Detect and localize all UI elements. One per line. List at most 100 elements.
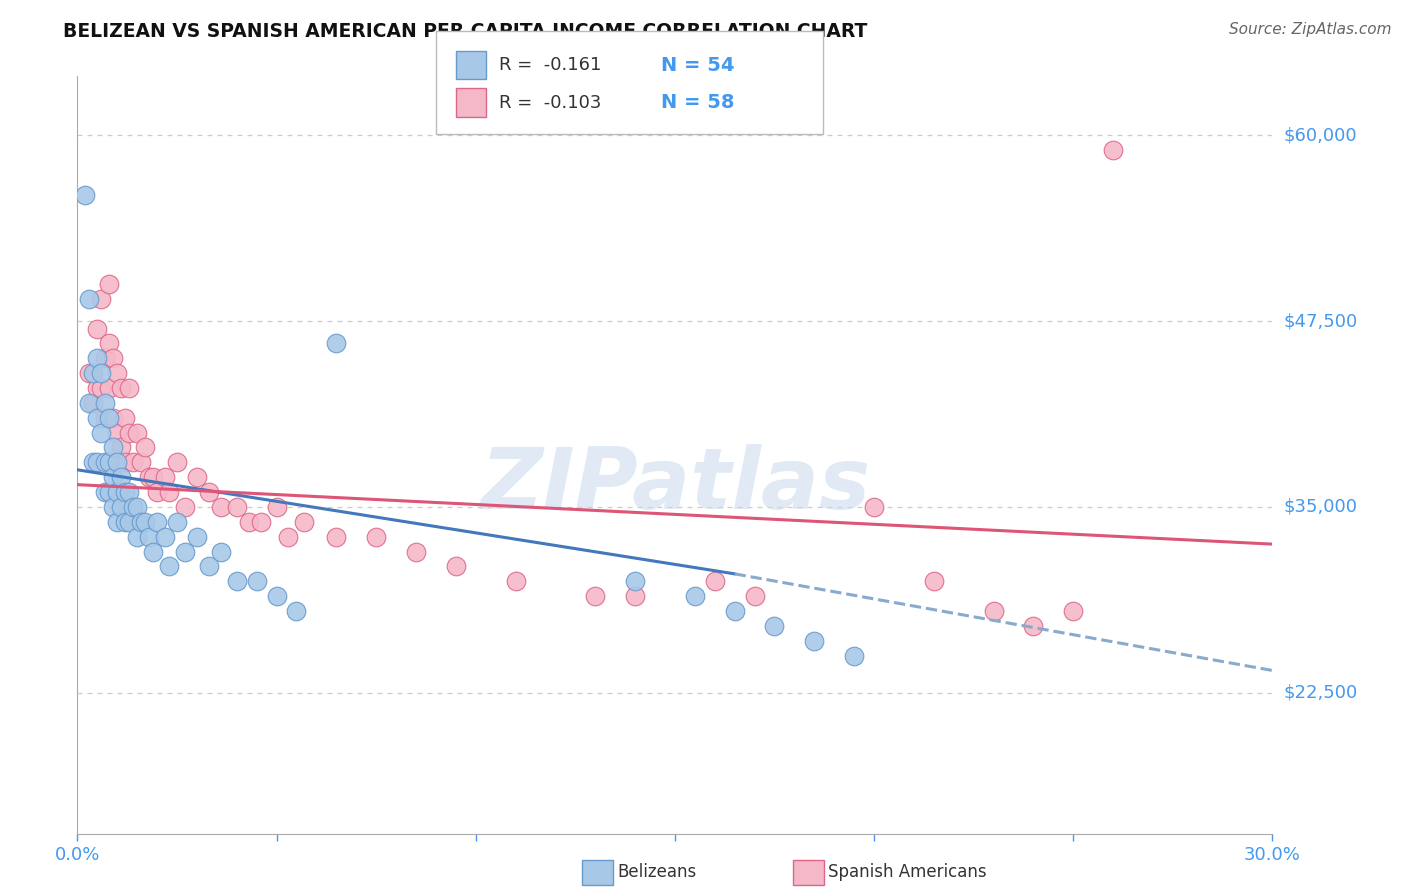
Point bbox=[209, 500, 232, 514]
Point bbox=[142, 470, 165, 484]
Point bbox=[266, 500, 288, 514]
Point bbox=[166, 515, 188, 529]
Point bbox=[277, 530, 299, 544]
Text: $22,500: $22,500 bbox=[1284, 684, 1358, 702]
Point bbox=[683, 589, 706, 603]
Point bbox=[325, 530, 347, 544]
Text: R =  -0.103: R = -0.103 bbox=[499, 94, 602, 112]
Point bbox=[134, 515, 156, 529]
Point bbox=[186, 470, 208, 484]
Point bbox=[146, 515, 169, 529]
Point bbox=[127, 425, 149, 440]
Point bbox=[98, 277, 121, 291]
Point bbox=[225, 500, 247, 514]
Point bbox=[75, 187, 97, 202]
Point bbox=[110, 381, 132, 395]
Point bbox=[138, 530, 160, 544]
Point bbox=[225, 574, 247, 589]
Point bbox=[114, 455, 136, 469]
Point bbox=[82, 455, 104, 469]
Point bbox=[86, 455, 108, 469]
Point bbox=[209, 544, 232, 558]
Point bbox=[1062, 604, 1084, 618]
Point bbox=[105, 485, 128, 500]
Point bbox=[103, 351, 124, 366]
Text: Source: ZipAtlas.com: Source: ZipAtlas.com bbox=[1229, 22, 1392, 37]
Point bbox=[86, 351, 108, 366]
Point bbox=[98, 485, 121, 500]
Point bbox=[138, 470, 160, 484]
Point bbox=[142, 544, 165, 558]
Point bbox=[94, 455, 117, 469]
Point bbox=[174, 500, 197, 514]
Text: $60,000: $60,000 bbox=[1284, 127, 1357, 145]
Point bbox=[366, 530, 388, 544]
Point bbox=[90, 381, 112, 395]
Point bbox=[583, 589, 606, 603]
Point bbox=[127, 530, 149, 544]
Text: Spanish Americans: Spanish Americans bbox=[828, 863, 987, 881]
Point bbox=[129, 455, 152, 469]
Point bbox=[98, 336, 121, 351]
Point bbox=[118, 515, 141, 529]
Point bbox=[844, 648, 866, 663]
Point bbox=[103, 441, 124, 455]
Point bbox=[724, 604, 747, 618]
Point bbox=[86, 381, 108, 395]
Point bbox=[79, 396, 101, 410]
Point bbox=[325, 336, 347, 351]
Point bbox=[157, 559, 180, 574]
Text: N = 54: N = 54 bbox=[661, 55, 734, 75]
Point bbox=[983, 604, 1005, 618]
Point bbox=[444, 559, 467, 574]
Point bbox=[118, 425, 141, 440]
Point bbox=[744, 589, 766, 603]
Point bbox=[98, 410, 121, 425]
Point bbox=[803, 633, 825, 648]
Point bbox=[146, 485, 169, 500]
Point bbox=[86, 410, 108, 425]
Text: Belizeans: Belizeans bbox=[617, 863, 696, 881]
Point bbox=[94, 410, 117, 425]
Text: ZIPatlas: ZIPatlas bbox=[479, 443, 870, 527]
Point bbox=[505, 574, 527, 589]
Text: $47,500: $47,500 bbox=[1284, 312, 1358, 330]
Text: N = 58: N = 58 bbox=[661, 93, 734, 112]
Point bbox=[294, 515, 316, 529]
Point bbox=[114, 485, 136, 500]
Point bbox=[624, 574, 647, 589]
Point bbox=[94, 351, 117, 366]
Point bbox=[79, 292, 101, 306]
Point bbox=[153, 530, 176, 544]
Point bbox=[86, 321, 108, 335]
Point bbox=[198, 559, 221, 574]
Point bbox=[94, 485, 117, 500]
Point bbox=[103, 470, 124, 484]
Point bbox=[90, 366, 112, 380]
Point bbox=[129, 515, 152, 529]
Point bbox=[246, 574, 269, 589]
Point bbox=[122, 455, 145, 469]
Point bbox=[118, 485, 141, 500]
Point bbox=[114, 410, 136, 425]
Point bbox=[110, 500, 132, 514]
Point bbox=[922, 574, 945, 589]
Text: BELIZEAN VS SPANISH AMERICAN PER CAPITA INCOME CORRELATION CHART: BELIZEAN VS SPANISH AMERICAN PER CAPITA … bbox=[63, 22, 868, 41]
Point bbox=[110, 470, 132, 484]
Text: R =  -0.161: R = -0.161 bbox=[499, 56, 602, 74]
Point bbox=[703, 574, 725, 589]
Point bbox=[1102, 143, 1125, 157]
Point bbox=[405, 544, 427, 558]
Text: $35,000: $35,000 bbox=[1284, 498, 1358, 516]
Point bbox=[166, 455, 188, 469]
Point bbox=[266, 589, 288, 603]
Point bbox=[105, 366, 128, 380]
Point bbox=[105, 515, 128, 529]
Point bbox=[1022, 619, 1045, 633]
Point bbox=[90, 292, 112, 306]
Point bbox=[98, 455, 121, 469]
Point bbox=[198, 485, 221, 500]
Point bbox=[79, 366, 101, 380]
Point bbox=[82, 366, 104, 380]
Point bbox=[186, 530, 208, 544]
